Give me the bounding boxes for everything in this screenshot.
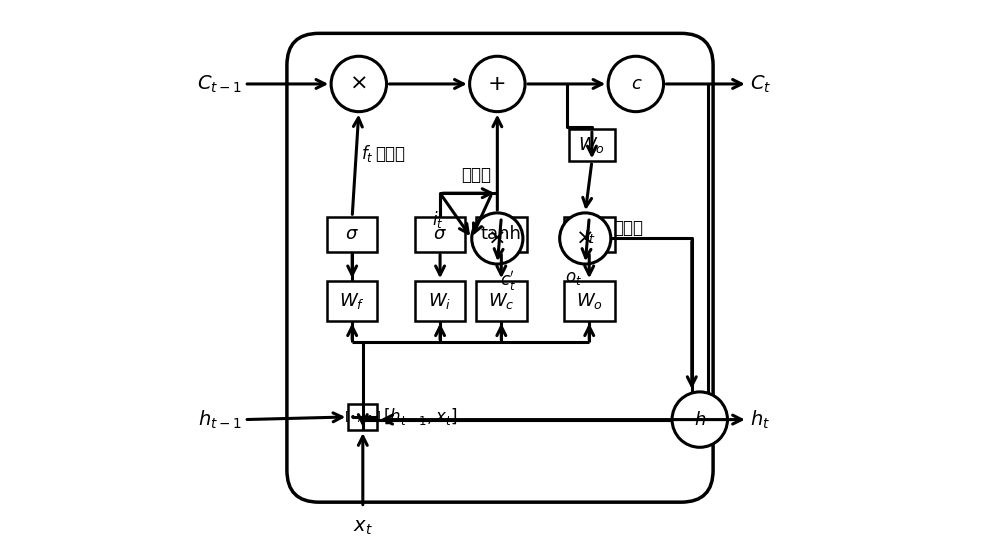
Bar — [327, 281, 377, 321]
Bar — [415, 217, 465, 252]
Bar — [569, 129, 615, 161]
Bar — [476, 217, 527, 252]
Text: $i_t$: $i_t$ — [583, 224, 595, 245]
Circle shape — [672, 392, 727, 447]
Circle shape — [560, 213, 611, 264]
Circle shape — [608, 56, 664, 112]
Text: $c_t'$: $c_t'$ — [500, 269, 516, 293]
Text: $x_t$: $x_t$ — [353, 518, 373, 537]
Text: $W_f$: $W_f$ — [339, 291, 365, 311]
Text: $C_{t-1}$: $C_{t-1}$ — [197, 73, 242, 95]
Text: $f_t$: $f_t$ — [361, 143, 374, 164]
Text: $[\bullet,\bullet]$: $[\bullet,\bullet]$ — [344, 409, 382, 424]
Text: $W_o$: $W_o$ — [576, 291, 603, 311]
FancyBboxPatch shape — [287, 34, 713, 502]
Text: $W_i$: $W_i$ — [428, 291, 452, 311]
Text: ×: × — [488, 229, 507, 248]
Text: ×: × — [576, 229, 595, 248]
Circle shape — [472, 213, 523, 264]
Bar — [476, 281, 527, 321]
Bar — [564, 281, 615, 321]
Text: 输出门: 输出门 — [613, 219, 643, 237]
Text: tanh: tanh — [481, 225, 522, 243]
Text: $o_t$: $o_t$ — [565, 269, 583, 287]
Bar — [348, 404, 377, 430]
Text: $C_t$: $C_t$ — [750, 73, 772, 95]
Text: h: h — [694, 411, 705, 429]
Text: $h_t$: $h_t$ — [750, 409, 771, 431]
Text: $\sigma$: $\sigma$ — [433, 225, 447, 243]
Circle shape — [470, 56, 525, 112]
Bar — [415, 281, 465, 321]
Text: +: + — [488, 74, 507, 94]
Text: 遗忘门: 遗忘门 — [375, 145, 405, 163]
Text: $\sigma$: $\sigma$ — [345, 225, 359, 243]
Text: $h_{t-1}$: $h_{t-1}$ — [198, 409, 242, 431]
Text: $[h_{t-1},x_t]$: $[h_{t-1},x_t]$ — [383, 406, 457, 428]
Text: 输入门: 输入门 — [461, 165, 491, 184]
Text: ×: × — [350, 74, 368, 94]
Circle shape — [331, 56, 387, 112]
Text: $W_o$: $W_o$ — [578, 136, 605, 155]
Text: $W_c$: $W_c$ — [488, 291, 515, 311]
Bar — [327, 217, 377, 252]
Text: $i_t$: $i_t$ — [432, 209, 443, 230]
Text: c: c — [631, 75, 641, 93]
Bar — [564, 217, 615, 252]
